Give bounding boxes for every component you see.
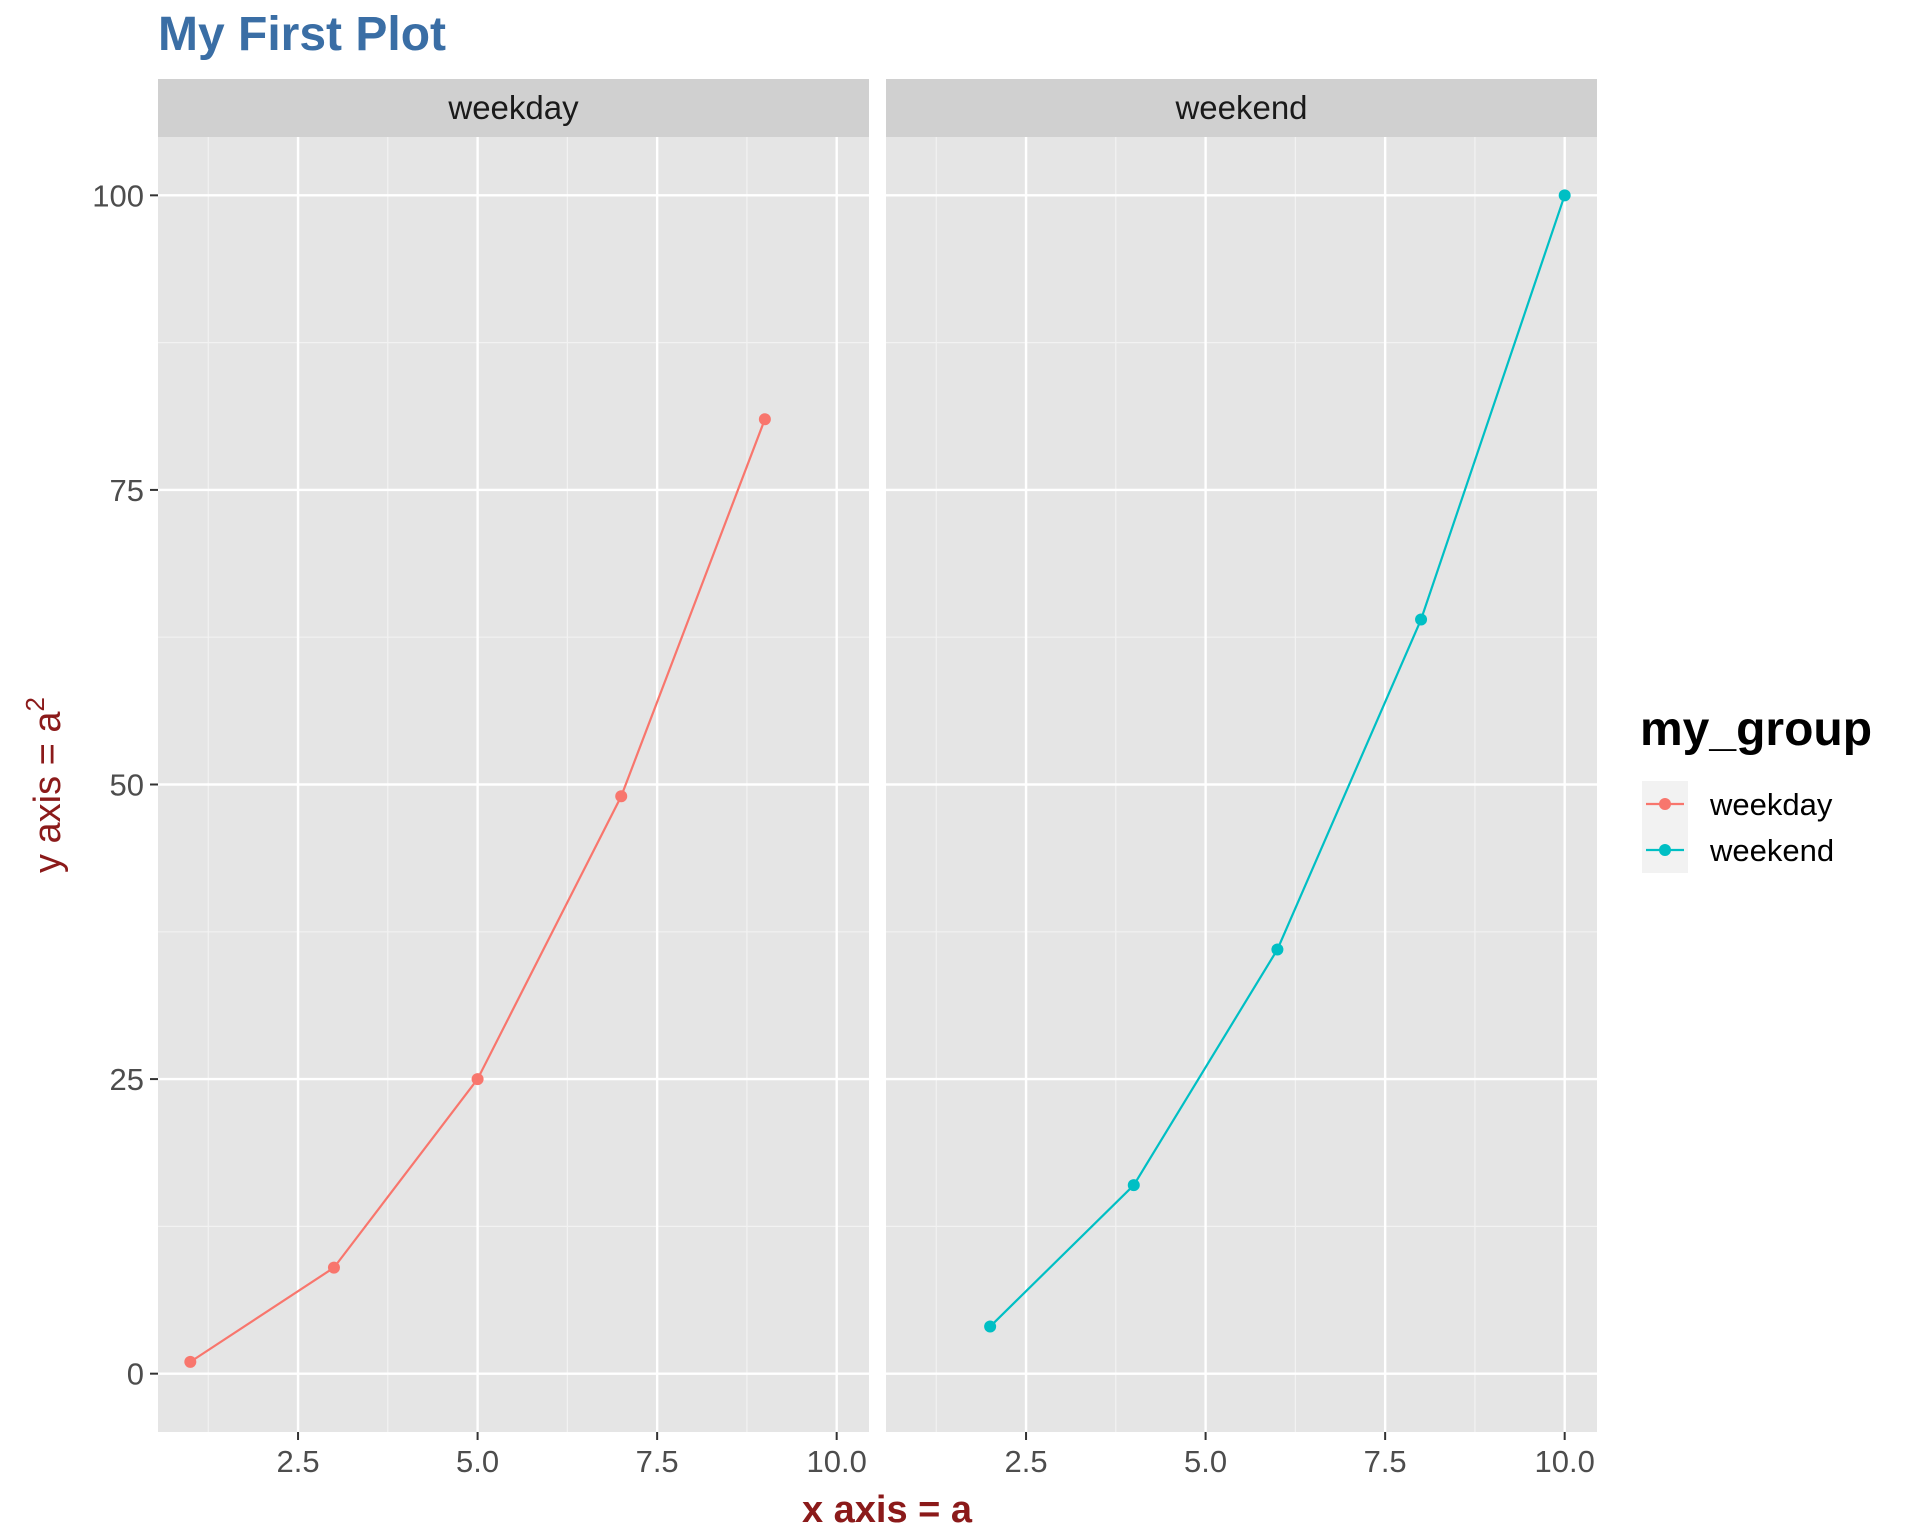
facet-strip-label: weekend xyxy=(1174,89,1307,126)
x-tick-label: 2.5 xyxy=(1004,1444,1047,1479)
legend-title: my_group xyxy=(1640,703,1872,756)
x-tick-label: 7.5 xyxy=(1364,1444,1407,1479)
x-tick-label: 2.5 xyxy=(276,1444,319,1479)
data-point-weekend xyxy=(1127,1179,1140,1192)
y-tick-label: 25 xyxy=(110,1062,144,1097)
data-point-weekday xyxy=(758,413,771,426)
data-point-weekday xyxy=(184,1355,197,1368)
data-point-weekend xyxy=(1558,189,1571,202)
facet-strip-label: weekday xyxy=(447,89,579,126)
y-tick-label: 75 xyxy=(110,473,144,508)
facet-panels: weekday 2.5 5.0 7.5 10.0 weekend 2.5 5.0 7.5 10.0 xyxy=(158,79,1597,1479)
data-point-weekend xyxy=(984,1320,997,1333)
legend-item-weekend: weekend xyxy=(1642,827,1834,873)
data-point-weekday xyxy=(471,1073,484,1086)
y-axis-title: y axis = a2 xyxy=(20,697,69,873)
facet-strip xyxy=(158,79,869,137)
data-point-weekend xyxy=(1415,613,1428,626)
facet-strip xyxy=(886,79,1597,137)
x-tick-label: 10.0 xyxy=(1535,1444,1595,1479)
data-point-weekday xyxy=(615,790,628,803)
y-tick-label: 50 xyxy=(110,768,144,803)
x-axis-title: x axis = a xyxy=(802,1489,973,1531)
legend-key-point xyxy=(1659,798,1671,810)
x-tick-label: 10.0 xyxy=(807,1444,867,1479)
x-tick-label: 5.0 xyxy=(456,1444,499,1479)
y-tick-label: 0 xyxy=(127,1357,144,1392)
y-axis-title-superscript: 2 xyxy=(20,697,50,711)
x-tick-label: 7.5 xyxy=(636,1444,679,1479)
facet-panel-weekend: weekend 2.5 5.0 7.5 10.0 xyxy=(886,79,1597,1479)
facet-panel-weekday: weekday 2.5 5.0 7.5 10.0 xyxy=(158,79,869,1479)
chart-title: My First Plot xyxy=(158,8,446,61)
legend-label: weekend xyxy=(1709,833,1834,868)
data-point-weekend xyxy=(1271,943,1284,956)
y-axis-title-base: y axis = a xyxy=(27,711,69,873)
x-tick-label: 5.0 xyxy=(1184,1444,1227,1479)
legend-item-weekday: weekday xyxy=(1642,781,1833,827)
legend-label: weekday xyxy=(1709,787,1833,822)
legend-key-point xyxy=(1659,844,1671,856)
y-tick-label: 100 xyxy=(92,178,144,213)
y-axis: 0 25 50 75 100 xyxy=(92,178,158,1392)
data-point-weekday xyxy=(327,1261,340,1274)
